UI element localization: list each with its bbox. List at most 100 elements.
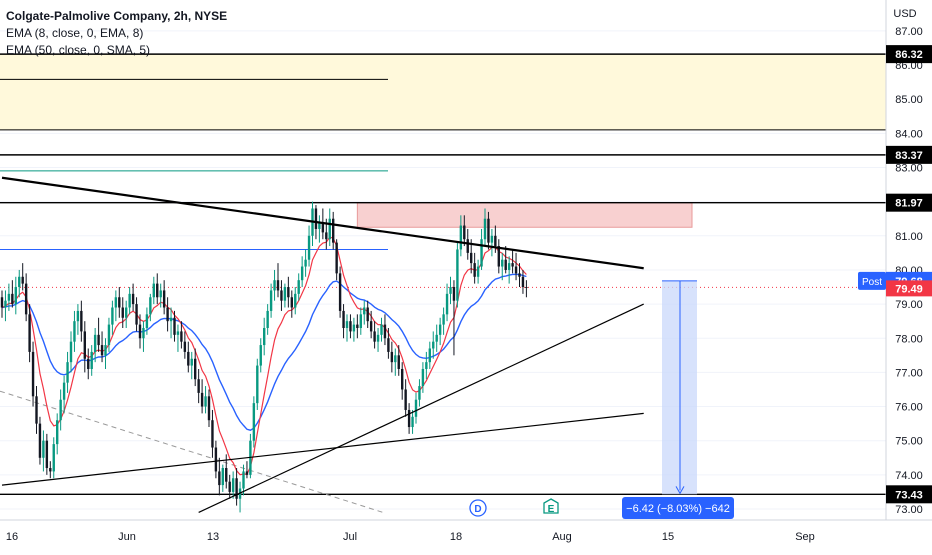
candle-body (383, 324, 387, 339)
candle-body (18, 276, 21, 288)
candle (107, 317, 111, 352)
candle-body (66, 362, 69, 383)
candle-body (452, 287, 456, 301)
candle-body (62, 382, 66, 400)
candle (145, 307, 149, 335)
candle-body (38, 423, 42, 458)
candle-body (214, 447, 218, 472)
candle (59, 389, 62, 431)
candle-body (252, 403, 256, 441)
trendlines[interactable] (1, 176, 644, 513)
candle (200, 379, 204, 414)
candle (511, 249, 514, 274)
candle (456, 242, 459, 308)
candle-body (304, 259, 307, 267)
candle (356, 314, 359, 339)
candle-body (470, 252, 473, 264)
candle (152, 276, 155, 305)
candle-body (280, 290, 283, 301)
candle-body (135, 304, 138, 325)
candle-body (145, 314, 149, 329)
candle (476, 259, 480, 284)
candle-body (287, 287, 290, 298)
candle (504, 246, 507, 274)
candle (404, 379, 407, 417)
time-tick-label: 16 (6, 531, 18, 543)
candle (307, 225, 311, 267)
price-tick-label: 83.00 (895, 163, 923, 175)
time-tick-label: 13 (207, 531, 219, 543)
candle (183, 331, 187, 359)
candle-body (466, 239, 469, 253)
projection-tool[interactable]: −6.42 (−8.03%) −642 D E (469, 280, 734, 519)
candle-body (338, 273, 342, 311)
candle-body (259, 345, 262, 366)
candle-body (156, 283, 159, 298)
candle (104, 338, 107, 369)
candle (194, 348, 197, 387)
candle-body (273, 280, 276, 291)
time-tick-label: Jul (343, 531, 357, 543)
candle-body (349, 321, 352, 332)
price-axis[interactable]: USD87.0086.0085.0084.0083.0081.0080.0079… (858, 0, 932, 520)
candle-body (169, 317, 173, 322)
candle (273, 269, 276, 301)
ema8-legend[interactable]: EMA (8, close, 0, EMA, 8) (6, 26, 144, 40)
candle (407, 403, 411, 434)
candle (242, 464, 245, 496)
candle-body (231, 478, 235, 492)
chart-title[interactable]: Colgate-Palmolive Company, 2h, NYSE (6, 9, 228, 23)
candle (287, 276, 290, 308)
candle-body (14, 287, 17, 305)
candle-body (283, 287, 287, 301)
level-badge: 86.32 (886, 45, 932, 64)
candle-body (242, 471, 245, 489)
candle-body (438, 324, 442, 335)
candle-body (7, 293, 11, 301)
candle-body (266, 310, 269, 329)
candle (376, 328, 380, 352)
candle-body (490, 235, 494, 243)
candle (42, 430, 45, 472)
candle (73, 310, 76, 352)
candle (31, 341, 35, 407)
candle-body (211, 420, 214, 448)
candle (397, 345, 400, 376)
candle (387, 328, 390, 359)
candle-body (225, 468, 228, 482)
price-tick-label: 77.00 (895, 367, 923, 379)
candle (290, 290, 293, 318)
candle-body (504, 259, 507, 270)
time-tick-label: Sep (795, 531, 815, 543)
candle-body (166, 307, 169, 322)
level-badge: 73.43 (886, 485, 932, 504)
candle (35, 386, 38, 434)
candle (283, 283, 287, 308)
zones (0, 53, 886, 513)
candle-body (173, 317, 176, 335)
ema50-legend[interactable]: EMA (50, close, 0, SMA, 5) (6, 43, 151, 57)
candle (369, 310, 373, 339)
currency-label: USD (893, 8, 916, 20)
candle-body (93, 334, 97, 352)
ascending-support-flat (1, 412, 644, 486)
candle (294, 287, 297, 315)
candle (328, 208, 331, 247)
candle (432, 331, 435, 359)
time-axis[interactable]: 16 Jun 13 Jul 18 Aug 15 Sep (0, 519, 932, 543)
candle (256, 358, 259, 410)
candle (80, 300, 83, 342)
candle (4, 290, 7, 322)
candle-body (49, 468, 52, 472)
level-badge-label: 73.43 (895, 489, 923, 501)
candle (111, 300, 114, 335)
candle-body (421, 368, 425, 387)
level-badge-bg (886, 45, 932, 64)
candle-body (363, 307, 366, 315)
candle-body (11, 293, 14, 305)
candle (373, 321, 376, 349)
candle-body (300, 266, 304, 281)
candle-body (42, 440, 45, 458)
